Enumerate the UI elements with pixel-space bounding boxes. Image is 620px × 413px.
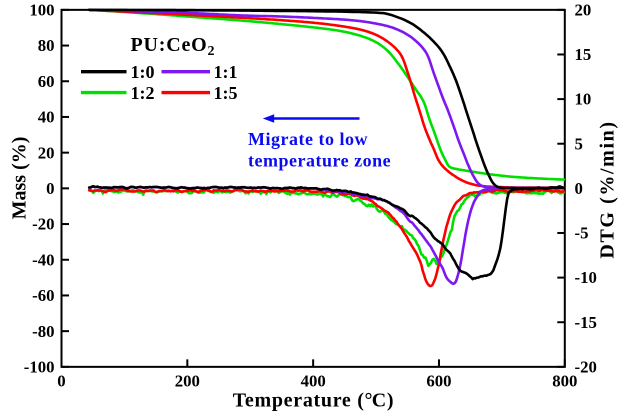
svg-text:20: 20 [575, 0, 592, 19]
svg-text:0: 0 [57, 372, 65, 391]
svg-text:1:0: 1:0 [131, 62, 155, 82]
svg-text:1:5: 1:5 [214, 83, 238, 103]
svg-text:40: 40 [38, 108, 55, 127]
svg-text:0: 0 [46, 179, 54, 198]
svg-text:600: 600 [426, 372, 451, 391]
svg-text:Temperature (°C): Temperature (°C) [233, 390, 395, 412]
svg-text:20: 20 [38, 143, 55, 162]
svg-text:100: 100 [29, 0, 54, 19]
svg-text:-20: -20 [32, 215, 54, 234]
svg-text:-60: -60 [32, 286, 54, 305]
svg-text:-15: -15 [575, 313, 597, 332]
svg-text:800: 800 [552, 372, 577, 391]
svg-text:80: 80 [38, 36, 55, 55]
svg-text:Migrate to low: Migrate to low [248, 129, 368, 149]
svg-text:10: 10 [575, 90, 592, 109]
svg-text:15: 15 [575, 45, 592, 64]
svg-text:PU:CeO2: PU:CeO2 [131, 34, 216, 59]
svg-text:1:2: 1:2 [131, 83, 155, 103]
svg-text:200: 200 [175, 372, 200, 391]
svg-text:-20: -20 [575, 357, 597, 376]
svg-text:400: 400 [301, 372, 326, 391]
svg-text:-40: -40 [32, 250, 54, 269]
svg-text:-5: -5 [575, 224, 589, 243]
svg-text:DTG (%/min): DTG (%/min) [597, 120, 619, 258]
svg-text:-80: -80 [32, 322, 54, 341]
svg-text:temperature zone: temperature zone [248, 151, 391, 171]
svg-text:60: 60 [38, 72, 55, 91]
svg-text:1:1: 1:1 [214, 62, 238, 82]
svg-text:-10: -10 [575, 268, 597, 287]
svg-text:Mass (%): Mass (%) [9, 137, 31, 220]
svg-text:-100: -100 [24, 357, 55, 376]
svg-text:5: 5 [575, 134, 583, 153]
svg-text:0: 0 [575, 179, 583, 198]
